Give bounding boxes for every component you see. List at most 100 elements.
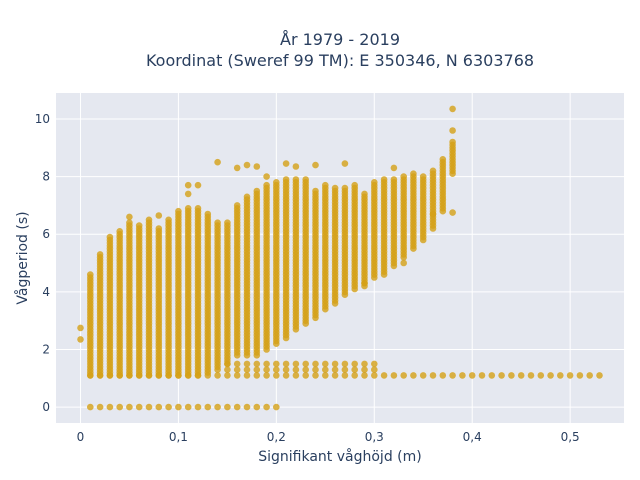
data-point	[292, 360, 300, 368]
x-tick-label: 0,2	[267, 430, 286, 444]
data-point	[312, 187, 319, 195]
data-point	[263, 366, 270, 374]
data-point	[400, 372, 408, 379]
data-point	[449, 127, 456, 134]
data-point	[351, 181, 359, 189]
chart-title-line1: År 1979 - 2019	[280, 30, 400, 49]
data-point	[449, 105, 456, 113]
data-point	[282, 372, 290, 379]
data-point	[263, 372, 270, 379]
data-point	[96, 251, 104, 258]
y-tick-label: 2	[42, 343, 50, 357]
data-point	[253, 372, 261, 379]
data-point	[292, 372, 300, 379]
data-point	[390, 372, 398, 379]
data-point	[341, 360, 349, 368]
data-point	[517, 372, 525, 379]
y-tick-label: 4	[42, 285, 50, 299]
data-point	[155, 372, 163, 379]
data-point	[429, 372, 437, 379]
data-point	[361, 190, 368, 198]
data-point	[341, 160, 349, 167]
x-tick-label: 0,4	[463, 430, 482, 444]
data-point	[282, 160, 290, 167]
data-point	[273, 179, 280, 186]
data-point	[390, 164, 398, 172]
data-point	[263, 403, 270, 411]
data-point	[371, 179, 378, 186]
data-point	[449, 209, 456, 216]
data-point	[596, 372, 603, 379]
data-point	[194, 205, 202, 212]
data-point	[106, 403, 114, 411]
y-tick-label: 10	[35, 112, 50, 126]
data-point	[273, 403, 280, 411]
data-point	[233, 164, 241, 172]
data-point	[116, 403, 123, 411]
data-point	[429, 210, 437, 218]
data-point	[361, 372, 368, 379]
data-point	[263, 173, 270, 180]
data-point	[547, 372, 554, 379]
data-point	[341, 366, 349, 374]
data-point	[155, 403, 163, 411]
data-point	[302, 372, 310, 379]
data-point	[390, 176, 398, 183]
data-points	[77, 105, 603, 411]
y-axis-ticks: 0 2 4 6 8 10	[35, 112, 50, 414]
data-point	[371, 360, 378, 368]
data-point	[419, 372, 427, 379]
data-point	[165, 372, 172, 379]
data-point	[439, 156, 447, 163]
data-point	[243, 366, 251, 374]
data-point	[292, 366, 300, 374]
data-point	[282, 366, 290, 374]
data-point	[106, 372, 114, 379]
data-point	[322, 372, 329, 379]
data-point	[419, 173, 427, 180]
data-point	[488, 372, 496, 379]
data-point	[282, 176, 290, 183]
data-point	[155, 212, 163, 219]
y-tick-label: 8	[42, 170, 50, 184]
y-axis-title: Vågperiod (s)	[14, 211, 31, 304]
data-point	[214, 219, 221, 226]
data-point	[253, 403, 261, 411]
data-point	[371, 372, 378, 379]
data-point	[400, 173, 408, 180]
data-point	[204, 403, 212, 411]
data-point	[194, 403, 202, 411]
data-point	[87, 271, 94, 278]
x-axis-title: Signifikant våghöjd (m)	[258, 448, 421, 465]
data-point	[175, 372, 182, 379]
data-point	[77, 324, 84, 332]
x-tick-label: 0,3	[365, 430, 384, 444]
data-point	[302, 176, 310, 183]
data-point	[184, 205, 192, 212]
data-point	[312, 372, 319, 379]
data-point	[126, 219, 133, 226]
data-point	[371, 366, 378, 374]
data-point	[175, 403, 182, 411]
data-point	[380, 176, 388, 183]
data-point	[273, 366, 280, 374]
x-tick-label: 0,5	[561, 430, 580, 444]
data-point	[233, 366, 241, 374]
data-point	[126, 372, 133, 379]
data-point	[135, 372, 143, 379]
data-point	[145, 403, 153, 411]
x-axis-ticks: 0 0,1 0,2 0,3 0,4 0,5	[77, 430, 580, 444]
data-point	[87, 372, 94, 379]
data-point	[468, 372, 476, 379]
data-point	[331, 366, 339, 374]
data-point	[273, 360, 280, 368]
data-point	[292, 176, 300, 183]
data-point	[273, 372, 280, 379]
data-point	[233, 372, 241, 379]
data-point	[135, 222, 143, 229]
data-point	[449, 138, 456, 146]
data-point	[557, 372, 564, 379]
data-point	[116, 372, 123, 379]
data-point	[243, 403, 251, 411]
